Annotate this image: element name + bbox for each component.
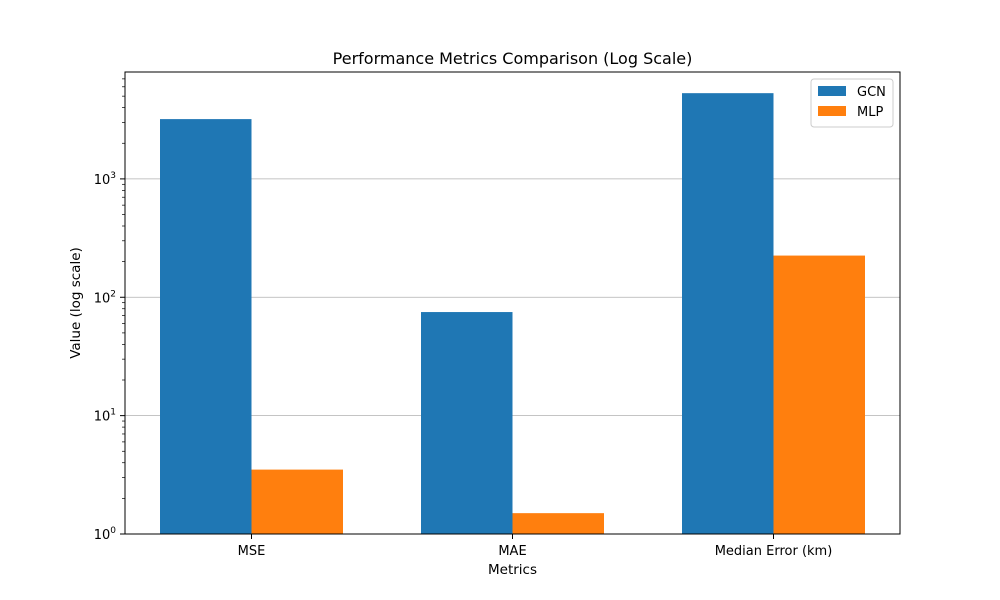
y-tick-label: 100: [94, 526, 117, 543]
y-axis-label: Value (log scale): [68, 247, 84, 359]
legend-label-mlp: MLP: [857, 105, 883, 120]
x-tick-label-median-error-km: Median Error (km): [715, 544, 833, 559]
x-tick-label-mae: MAE: [498, 544, 526, 559]
x-axis-ticks: MSE MAE Median Error (km): [238, 534, 833, 559]
x-tick-label-mse: MSE: [238, 544, 266, 559]
y-tick-label: 103: [94, 171, 116, 188]
bar-gcn-median-error-km: [682, 93, 774, 534]
y-tick-label: 102: [94, 289, 116, 306]
legend-swatch-mlp: [818, 106, 846, 116]
legend-label-gcn: GCN: [857, 85, 886, 100]
y-axis-ticks: 100 101 102 103: [94, 78, 125, 543]
chart-title: Performance Metrics Comparison (Log Scal…: [333, 49, 693, 68]
bar-mlp-mse: [251, 469, 343, 534]
x-axis-label: Metrics: [488, 562, 537, 578]
bar-mlp-mae: [512, 513, 604, 534]
y-tick-label: 101: [94, 408, 116, 425]
legend-swatch-gcn: [818, 86, 846, 96]
bar-gcn-mae: [421, 312, 513, 534]
bars: [160, 93, 865, 534]
legend: GCN MLP: [810, 78, 894, 128]
bar-gcn-mse: [160, 119, 252, 534]
bar-mlp-median-error-km: [773, 255, 865, 534]
